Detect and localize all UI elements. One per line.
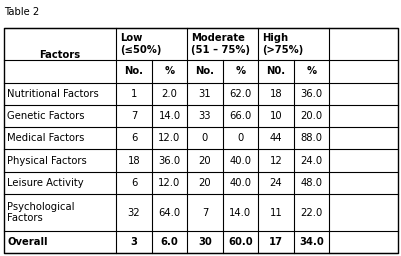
- Text: 36.0: 36.0: [158, 156, 180, 166]
- Text: 0: 0: [201, 133, 208, 143]
- Text: 24: 24: [269, 178, 282, 188]
- Text: %: %: [235, 67, 245, 77]
- Text: Factors: Factors: [39, 50, 81, 60]
- Text: Genetic Factors: Genetic Factors: [7, 111, 85, 121]
- Text: Nutritional Factors: Nutritional Factors: [7, 89, 99, 99]
- Text: 64.0: 64.0: [158, 208, 180, 218]
- Text: Table 2: Table 2: [4, 7, 39, 17]
- Text: N0.: N0.: [265, 67, 285, 77]
- Text: 40.0: 40.0: [229, 156, 251, 166]
- Text: 20: 20: [198, 178, 211, 188]
- Text: 2.0: 2.0: [161, 89, 177, 99]
- Text: 88.0: 88.0: [300, 133, 322, 143]
- Text: Moderate
(51 – 75%): Moderate (51 – 75%): [191, 34, 249, 55]
- Text: 14.0: 14.0: [229, 208, 251, 218]
- Text: 12.0: 12.0: [158, 133, 180, 143]
- Text: 12.0: 12.0: [158, 178, 180, 188]
- Text: 0: 0: [237, 133, 243, 143]
- Text: 36.0: 36.0: [300, 89, 322, 99]
- Text: 1: 1: [130, 89, 137, 99]
- Text: %: %: [164, 67, 174, 77]
- Text: 6: 6: [130, 133, 137, 143]
- Text: 60.0: 60.0: [227, 237, 252, 247]
- Text: Overall: Overall: [7, 237, 48, 247]
- Text: No.: No.: [124, 67, 143, 77]
- Text: 6: 6: [130, 178, 137, 188]
- Text: 12: 12: [269, 156, 282, 166]
- Text: 14.0: 14.0: [158, 111, 180, 121]
- Text: Leisure Activity: Leisure Activity: [7, 178, 84, 188]
- Text: 20: 20: [198, 156, 211, 166]
- Text: 11: 11: [269, 208, 282, 218]
- Text: 31: 31: [198, 89, 211, 99]
- Text: Psychological
Factors: Psychological Factors: [7, 202, 75, 223]
- Text: Low
(≤50%): Low (≤50%): [120, 34, 161, 55]
- Text: %: %: [306, 67, 316, 77]
- Text: 18: 18: [128, 156, 140, 166]
- Text: 20.0: 20.0: [300, 111, 322, 121]
- Text: 30: 30: [198, 237, 211, 247]
- Text: 10: 10: [269, 111, 282, 121]
- Text: 62.0: 62.0: [229, 89, 251, 99]
- Text: 24.0: 24.0: [300, 156, 322, 166]
- Text: 48.0: 48.0: [300, 178, 322, 188]
- Text: 40.0: 40.0: [229, 178, 251, 188]
- Text: No.: No.: [195, 67, 214, 77]
- Text: 66.0: 66.0: [229, 111, 251, 121]
- Text: 3: 3: [130, 237, 137, 247]
- Text: Medical Factors: Medical Factors: [7, 133, 84, 143]
- Text: 7: 7: [201, 208, 208, 218]
- Text: 33: 33: [198, 111, 211, 121]
- Text: 22.0: 22.0: [300, 208, 322, 218]
- Text: 18: 18: [269, 89, 282, 99]
- Text: 34.0: 34.0: [298, 237, 323, 247]
- Text: 6.0: 6.0: [160, 237, 178, 247]
- Text: 44: 44: [269, 133, 282, 143]
- Text: Physical Factors: Physical Factors: [7, 156, 87, 166]
- Text: 17: 17: [268, 237, 282, 247]
- Text: High
(>75%): High (>75%): [261, 34, 303, 55]
- Text: 32: 32: [128, 208, 140, 218]
- Text: 7: 7: [130, 111, 137, 121]
